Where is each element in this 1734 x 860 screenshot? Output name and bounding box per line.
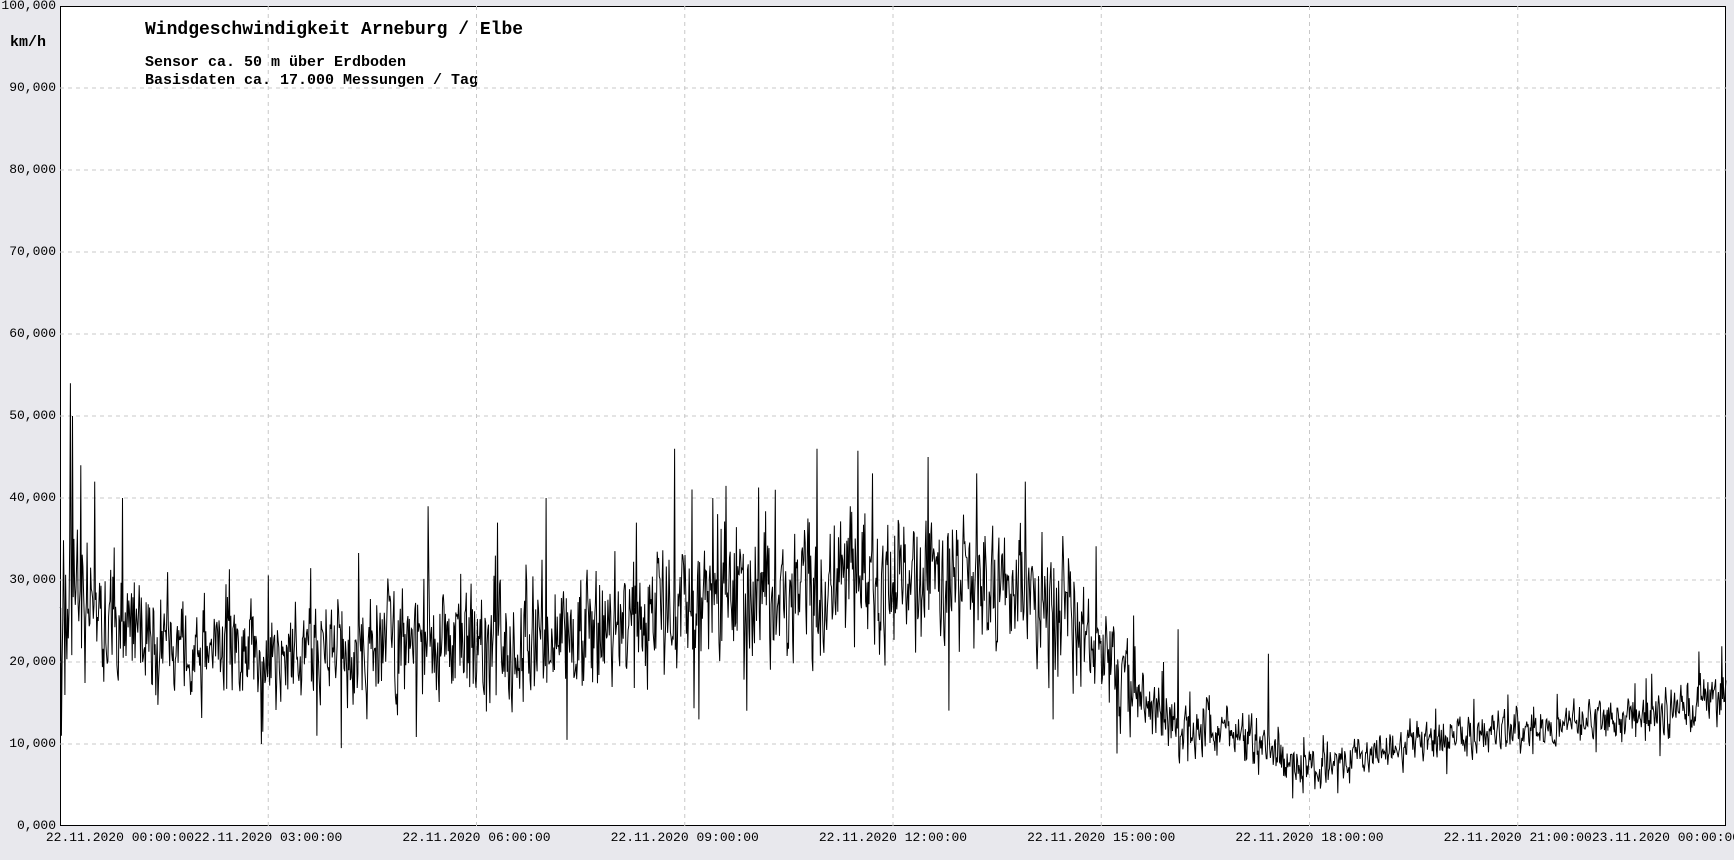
data-series: [0, 0, 1734, 860]
wind-speed-chart: km/h Windgeschwindigkeit Arneburg / Elbe…: [0, 0, 1734, 860]
